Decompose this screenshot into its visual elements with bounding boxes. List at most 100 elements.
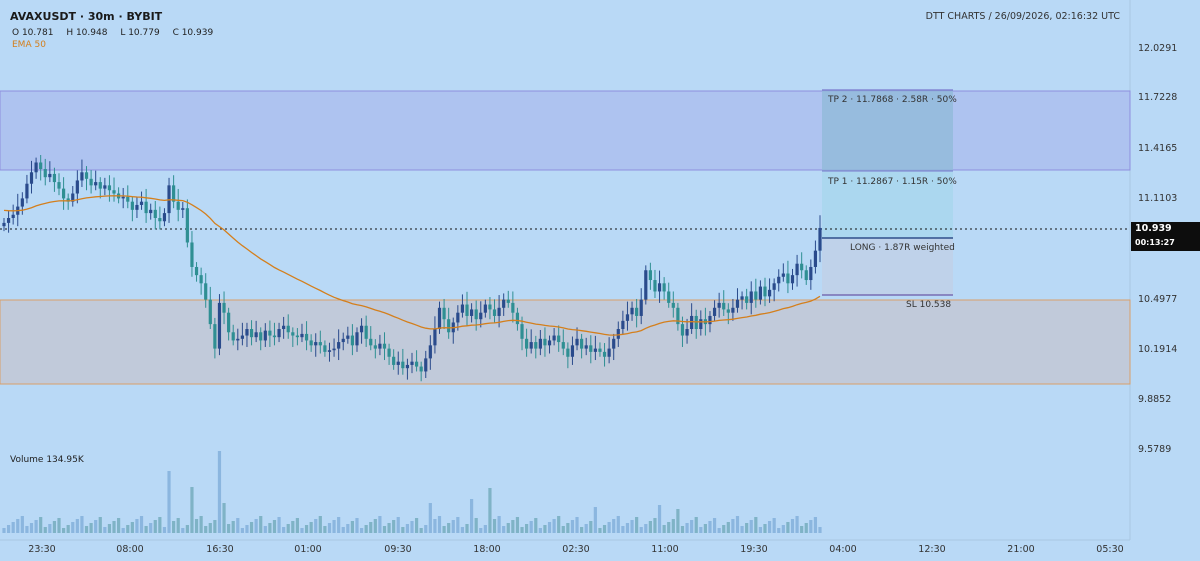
volume-bar (318, 516, 322, 533)
stop-box (822, 238, 953, 295)
candle-body (20, 198, 24, 207)
volume-bar (71, 522, 75, 533)
candle-body (557, 335, 561, 343)
volume-bar (680, 526, 685, 533)
volume-bar (557, 516, 561, 533)
candle-body (570, 345, 575, 357)
price-tick-label: 11.1103 (1138, 193, 1178, 204)
volume-bar (685, 523, 689, 533)
candle-body (392, 356, 396, 365)
ema-legend[interactable]: EMA 50 (12, 40, 46, 50)
candle-body (176, 201, 180, 210)
demand-zone (0, 299, 1131, 385)
candle-body (309, 340, 313, 346)
candle-body (332, 348, 336, 351)
volume-bar (309, 522, 313, 533)
volume-bar (2, 528, 6, 533)
volume-bar (149, 523, 153, 533)
candle-body (89, 178, 93, 186)
volume-bar (511, 520, 515, 533)
time-tick-label: 04:00 (829, 544, 857, 555)
candle-body (158, 218, 162, 222)
candle-body (337, 342, 341, 349)
candle-body (222, 302, 226, 313)
entry-label: LONG · 1.87R weighted (850, 243, 955, 253)
candle-body (607, 348, 611, 357)
candle-body (149, 209, 153, 214)
volume-bar (231, 521, 235, 533)
time-tick-label: 09:30 (384, 544, 412, 555)
volume-bar (818, 527, 822, 533)
volume-bar (11, 522, 15, 533)
volume-bar (433, 519, 437, 533)
candle-body (616, 329, 620, 339)
volume-bar (800, 526, 804, 533)
candle-body (254, 332, 258, 338)
candle-body (227, 312, 231, 333)
price-tick-label: 9.5789 (1138, 444, 1172, 455)
candle-body (506, 299, 510, 303)
candle-body (676, 307, 680, 325)
volume-bar (117, 518, 121, 533)
candle-body (162, 213, 167, 222)
candle-body (6, 218, 11, 223)
candle-body (204, 283, 208, 300)
volume-bar (314, 519, 318, 533)
volume-bar (57, 518, 61, 533)
candle-body (584, 345, 588, 349)
low-value: L 10.779 (120, 28, 160, 38)
candle-body (172, 185, 176, 202)
candle-body (208, 299, 212, 325)
candle-body (667, 291, 671, 303)
volume-bar (483, 525, 487, 533)
volume-bar (373, 519, 377, 533)
candle-body (511, 302, 515, 313)
candle-body (566, 348, 570, 357)
candle-body (327, 350, 332, 352)
candle-body (745, 296, 749, 303)
candle-body (621, 320, 625, 330)
candle-body (194, 266, 199, 276)
volume-bar (676, 509, 680, 533)
volume-bar (34, 520, 38, 533)
candle-body (103, 185, 107, 189)
candle-body (502, 299, 506, 308)
volume-bar (323, 526, 327, 533)
volume-bar (745, 523, 749, 533)
volume-bar (419, 528, 423, 533)
candle-body (525, 338, 529, 349)
candle-body (373, 345, 377, 349)
volume-bar (653, 518, 657, 533)
candle-body (437, 307, 442, 330)
volume-bar (20, 516, 24, 533)
volume-bar (630, 520, 634, 533)
candle-body (635, 307, 639, 316)
candle-body (107, 185, 112, 191)
volume-bar (401, 527, 405, 533)
volume-legend[interactable]: Volume 134.95K (10, 455, 84, 465)
candle-body (80, 172, 84, 181)
candle-body (460, 304, 465, 313)
candle-body (543, 338, 547, 346)
volume-bar (534, 518, 538, 533)
volume-bar (121, 528, 125, 533)
candle-body (538, 338, 542, 349)
price-tick-label: 12.0291 (1138, 43, 1178, 54)
candle-body (479, 312, 483, 320)
candle-body (29, 172, 34, 184)
candle-body (364, 325, 368, 339)
volume-bar (767, 521, 772, 533)
volume-bar (763, 524, 767, 533)
high-value: H 10.948 (66, 28, 108, 38)
candle-body (515, 312, 520, 325)
brand-timestamp: DTT CHARTS / 26/09/2026, 02:16:32 UTC (925, 11, 1120, 22)
candle-body (318, 342, 322, 346)
last-price-value: 10.939 (1135, 223, 1172, 234)
candle-body (474, 309, 478, 320)
candle-body (671, 302, 675, 308)
volume-bar (699, 527, 703, 533)
volume-bar (332, 520, 336, 533)
candle-body (433, 329, 437, 346)
candle-body (98, 182, 102, 189)
